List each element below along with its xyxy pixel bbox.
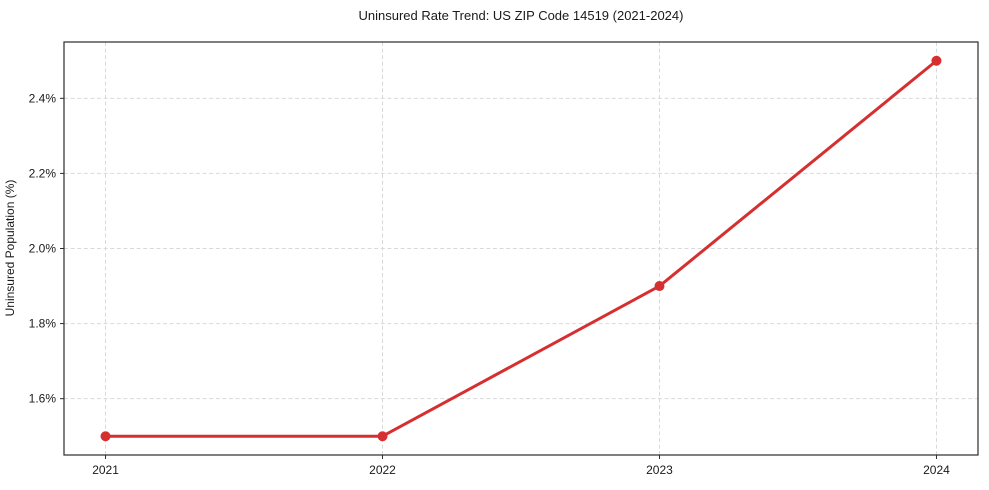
y-tick-label: 1.6% xyxy=(29,392,57,406)
x-tick-label: 2023 xyxy=(646,463,673,477)
y-tick-label: 1.8% xyxy=(29,317,57,331)
grid-layer xyxy=(64,42,978,455)
x-tick-label: 2022 xyxy=(369,463,396,477)
y-tick-label: 2.0% xyxy=(29,242,57,256)
trend-line xyxy=(104,59,938,438)
data-point-marker xyxy=(654,281,665,292)
x-tick-label: 2021 xyxy=(92,463,119,477)
plot-border xyxy=(63,41,979,456)
x-tick-label: 2024 xyxy=(923,463,950,477)
y-axis-label: Uninsured Population (%) xyxy=(3,180,17,317)
axis-layer: 2021 2022 2023 2024 1.6% 1.8% 2.0% 2.2% 2.4% xyxy=(29,41,979,477)
y-tick-label: 2.2% xyxy=(29,166,57,180)
chart-title: Uninsured Rate Trend: US ZIP Code 14519 … xyxy=(359,8,684,23)
data-point-marker xyxy=(377,431,388,442)
series-layer xyxy=(100,55,942,442)
data-point-marker xyxy=(100,431,111,442)
data-point-marker xyxy=(931,55,942,66)
y-tick-label: 2.4% xyxy=(29,91,57,105)
